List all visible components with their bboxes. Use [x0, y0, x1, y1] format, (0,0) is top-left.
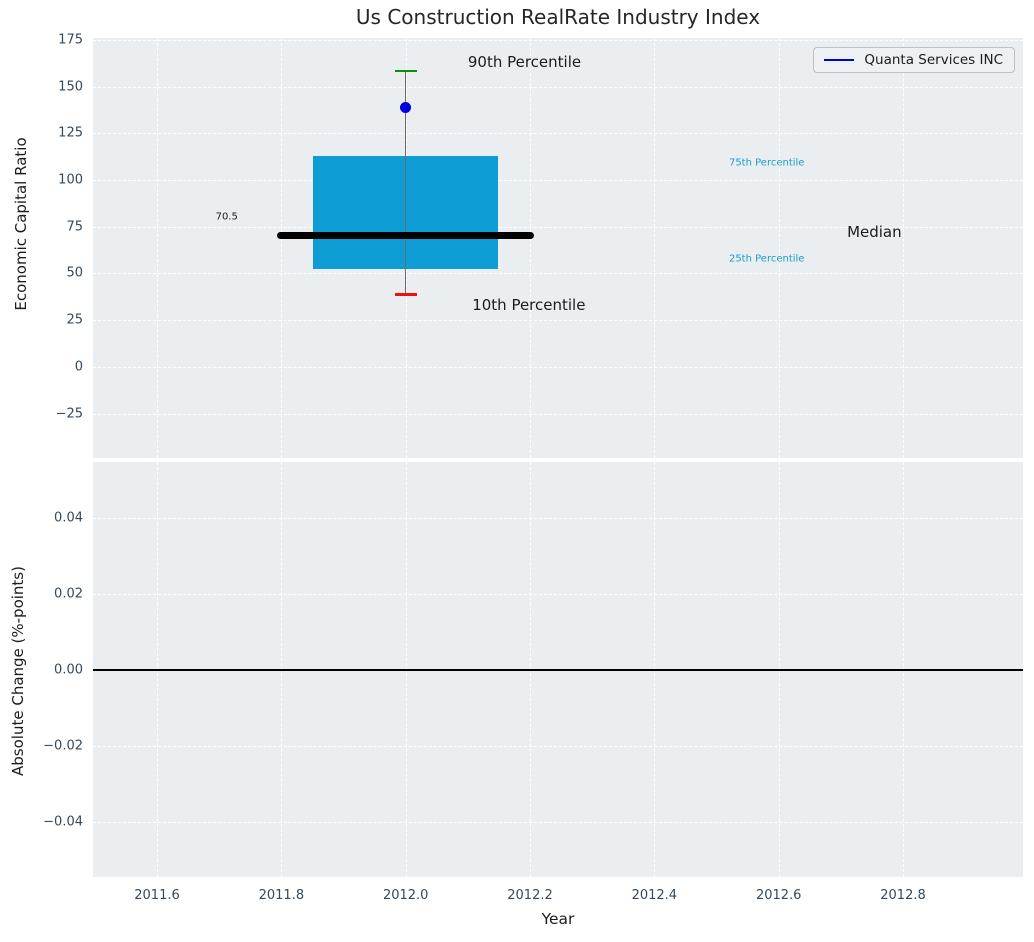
y-tick-label: 50 — [66, 265, 83, 281]
x-tick-label: 2011.8 — [258, 888, 305, 903]
y-tick-label: 0 — [74, 359, 83, 375]
y-tick-label: −0.02 — [43, 738, 83, 754]
gridline-horizontal — [93, 593, 1023, 595]
legend-line-swatch — [824, 59, 855, 61]
y-tick-label: −25 — [55, 406, 83, 422]
gridline-vertical — [654, 38, 656, 458]
y-axis-label-top: Economic Capital Ratio — [12, 137, 30, 311]
gridline-horizontal — [93, 366, 1023, 368]
x-tick-label: 2011.6 — [134, 888, 180, 903]
zero-reference-line — [93, 669, 1023, 671]
annotation: 25th Percentile — [728, 253, 805, 265]
gridline-vertical — [903, 38, 905, 458]
gridline-horizontal — [93, 86, 1023, 88]
annotation: 10th Percentile — [472, 295, 586, 314]
y-tick-label: 125 — [58, 125, 83, 141]
y-tick-label: 0.00 — [54, 662, 83, 678]
y-tick-label: 25 — [66, 312, 83, 328]
gridline-vertical — [157, 38, 159, 458]
gridline-horizontal — [93, 517, 1023, 519]
x-tick-label: 2012.0 — [382, 888, 429, 903]
axes-economic-capital-ratio: Quanta Services INC — [93, 38, 1023, 458]
whisker-cap-10th-percentile — [394, 293, 417, 297]
y-tick-label: 100 — [58, 172, 83, 188]
gridline-horizontal — [93, 273, 1023, 275]
median-line — [277, 231, 535, 239]
chart-title: Us Construction RealRate Industry Index — [355, 5, 761, 29]
y-tick-label: 0.04 — [54, 510, 83, 526]
company-data-point — [400, 101, 412, 113]
y-tick-label: 0.02 — [54, 586, 83, 602]
gridline-horizontal — [93, 133, 1023, 135]
gridline-horizontal — [93, 745, 1023, 747]
gridline-vertical — [530, 38, 532, 458]
y-tick-label: 175 — [58, 32, 83, 48]
whisker-cap-90th-percentile — [394, 69, 417, 73]
gridline-horizontal — [93, 40, 1023, 42]
gridline-horizontal — [93, 180, 1023, 182]
y-axis-label-bottom: Absolute Change (%-points) — [9, 566, 27, 776]
axes-absolute-change — [93, 462, 1023, 877]
y-tick-label: 150 — [58, 79, 83, 95]
legend-label: Quanta Services INC — [864, 52, 1003, 68]
gridline-vertical — [778, 38, 780, 458]
y-tick-label: 75 — [66, 219, 83, 235]
annotation: 70.5 — [215, 211, 238, 223]
x-tick-label: 2012.4 — [631, 888, 678, 903]
x-tick-label: 2012.8 — [880, 888, 926, 903]
x-tick-label: 2012.2 — [507, 888, 553, 903]
gridline-horizontal — [93, 413, 1023, 415]
annotation: 90th Percentile — [467, 52, 582, 71]
x-tick-label: 2012.6 — [755, 888, 802, 903]
gridline-horizontal — [93, 320, 1023, 322]
gridline-horizontal — [93, 821, 1023, 823]
annotation: Median — [847, 223, 902, 242]
gridline-vertical — [281, 38, 283, 458]
whisker-line — [404, 70, 407, 295]
legend: Quanta Services INC — [813, 47, 1015, 73]
y-tick-label: −0.04 — [43, 814, 83, 830]
annotation: 75th Percentile — [728, 157, 805, 169]
gridline-horizontal — [93, 226, 1023, 228]
x-axis-label: Year — [541, 910, 575, 928]
